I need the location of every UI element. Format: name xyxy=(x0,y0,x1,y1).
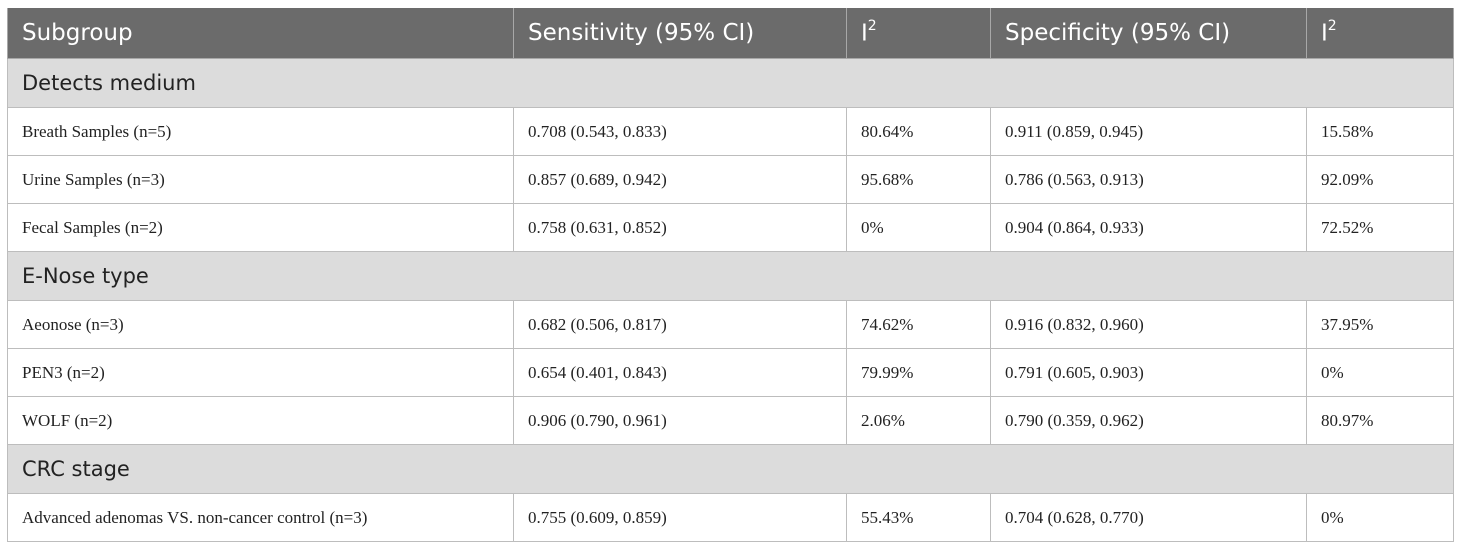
cell-subgroup: Urine Samples (n=3) xyxy=(7,155,514,204)
group-title: Detects medium xyxy=(7,58,1454,108)
cell-specificity: 0.790 (0.359, 0.962) xyxy=(990,396,1307,445)
cell-i2-sensitivity: 2.06% xyxy=(846,396,991,445)
cell-sensitivity: 0.906 (0.790, 0.961) xyxy=(513,396,847,445)
i2-superscript: 2 xyxy=(1327,17,1337,34)
cell-i2-sensitivity: 95.68% xyxy=(846,155,991,204)
group-row-e-nose-type: E-Nose type xyxy=(7,251,1454,301)
cell-i2-specificity: 37.95% xyxy=(1306,300,1454,349)
cell-i2-sensitivity: 79.99% xyxy=(846,348,991,397)
cell-sensitivity: 0.654 (0.401, 0.843) xyxy=(513,348,847,397)
table-row: Breath Samples (n=5) 0.708 (0.543, 0.833… xyxy=(7,107,1454,156)
table-row: PEN3 (n=2) 0.654 (0.401, 0.843) 79.99% 0… xyxy=(7,348,1454,397)
cell-specificity: 0.791 (0.605, 0.903) xyxy=(990,348,1307,397)
cell-specificity: 0.911 (0.859, 0.945) xyxy=(990,107,1307,156)
cell-sensitivity: 0.708 (0.543, 0.833) xyxy=(513,107,847,156)
subgroup-analysis-table: Subgroup Sensitivity (95% CI) I2 Specifi… xyxy=(7,8,1454,542)
cell-i2-specificity: 15.58% xyxy=(1306,107,1454,156)
cell-i2-specificity: 0% xyxy=(1306,493,1454,542)
cell-i2-specificity: 92.09% xyxy=(1306,155,1454,204)
group-title: CRC stage xyxy=(7,444,1454,494)
cell-subgroup: Advanced adenomas VS. non-cancer control… xyxy=(7,493,514,542)
table-row: Urine Samples (n=3) 0.857 (0.689, 0.942)… xyxy=(7,155,1454,204)
cell-subgroup: WOLF (n=2) xyxy=(7,396,514,445)
group-title: E-Nose type xyxy=(7,251,1454,301)
header-subgroup: Subgroup xyxy=(7,8,514,59)
cell-sensitivity: 0.755 (0.609, 0.859) xyxy=(513,493,847,542)
cell-specificity: 0.786 (0.563, 0.913) xyxy=(990,155,1307,204)
cell-i2-sensitivity: 0% xyxy=(846,203,991,252)
header-specificity: Specificity (95% CI) xyxy=(990,8,1307,59)
cell-i2-sensitivity: 80.64% xyxy=(846,107,991,156)
cell-subgroup: PEN3 (n=2) xyxy=(7,348,514,397)
header-i2-sensitivity: I2 xyxy=(846,8,991,59)
table-row: Fecal Samples (n=2) 0.758 (0.631, 0.852)… xyxy=(7,203,1454,252)
cell-specificity: 0.916 (0.832, 0.960) xyxy=(990,300,1307,349)
table-row: Aeonose (n=3) 0.682 (0.506, 0.817) 74.62… xyxy=(7,300,1454,349)
table-row: Advanced adenomas VS. non-cancer control… xyxy=(7,493,1454,542)
cell-sensitivity: 0.682 (0.506, 0.817) xyxy=(513,300,847,349)
cell-specificity: 0.904 (0.864, 0.933) xyxy=(990,203,1307,252)
subgroup-table-container: Subgroup Sensitivity (95% CI) I2 Specifi… xyxy=(7,8,1454,542)
header-sensitivity: Sensitivity (95% CI) xyxy=(513,8,847,59)
i2-superscript: 2 xyxy=(867,17,877,34)
cell-sensitivity: 0.758 (0.631, 0.852) xyxy=(513,203,847,252)
cell-i2-specificity: 0% xyxy=(1306,348,1454,397)
group-row-detects-medium: Detects medium xyxy=(7,58,1454,108)
cell-i2-specificity: 80.97% xyxy=(1306,396,1454,445)
cell-subgroup: Breath Samples (n=5) xyxy=(7,107,514,156)
cell-sensitivity: 0.857 (0.689, 0.942) xyxy=(513,155,847,204)
cell-specificity: 0.704 (0.628, 0.770) xyxy=(990,493,1307,542)
table-row: WOLF (n=2) 0.906 (0.790, 0.961) 2.06% 0.… xyxy=(7,396,1454,445)
group-row-crc-stage: CRC stage xyxy=(7,444,1454,494)
cell-subgroup: Fecal Samples (n=2) xyxy=(7,203,514,252)
i2-base: I xyxy=(861,20,868,47)
cell-i2-sensitivity: 74.62% xyxy=(846,300,991,349)
header-i2-specificity: I2 xyxy=(1306,8,1454,59)
i2-base: I xyxy=(1321,20,1328,47)
cell-subgroup: Aeonose (n=3) xyxy=(7,300,514,349)
cell-i2-sensitivity: 55.43% xyxy=(846,493,991,542)
table-header-row: Subgroup Sensitivity (95% CI) I2 Specifi… xyxy=(7,8,1454,59)
cell-i2-specificity: 72.52% xyxy=(1306,203,1454,252)
